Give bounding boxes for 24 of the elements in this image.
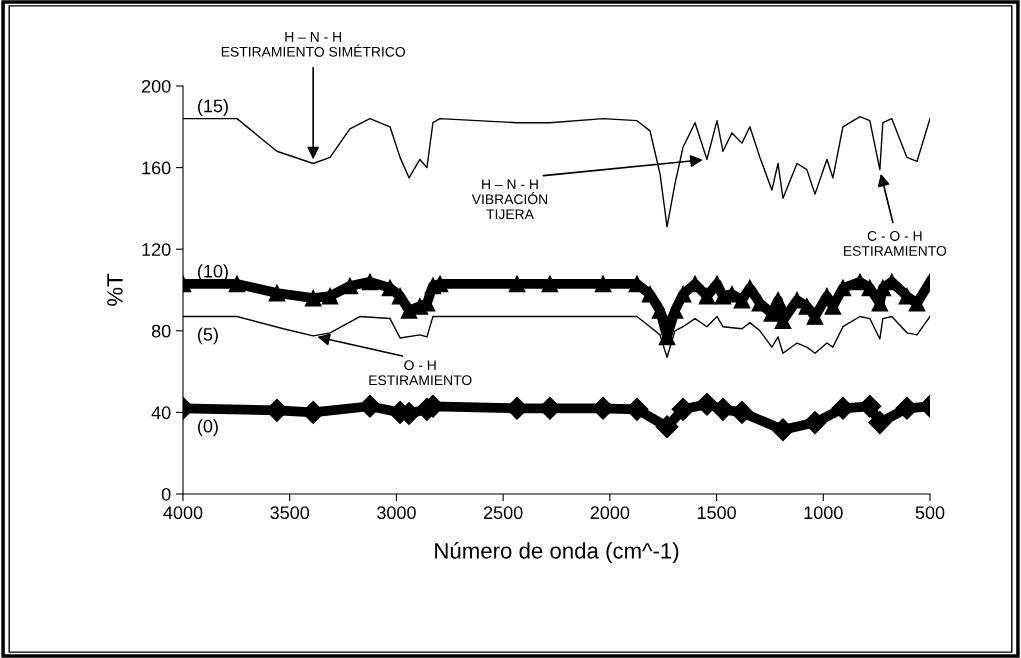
annotation: H – N - H VIBRACIÓN TIJERA — [471, 179, 548, 220]
y-tick-label: 80 — [151, 324, 171, 338]
y-axis-title: %T — [107, 273, 123, 306]
x-tick-label: 2500 — [483, 506, 523, 520]
y-tick-label: 160 — [142, 161, 171, 175]
x-axis-title: Número de onda (cm^-1) — [435, 542, 679, 564]
y-tick-label: 40 — [151, 406, 171, 420]
y-tick-label: 0 — [161, 487, 171, 501]
x-tick-label: 2000 — [590, 506, 630, 520]
annotation: H – N - H ESTIRAMIENTO SIMÉTRICO — [221, 32, 405, 57]
x-tick-label: 1500 — [697, 506, 736, 520]
x-tick-label: 500 — [915, 506, 945, 520]
series-label: (5) — [198, 327, 218, 345]
annotation: O - H ESTIRAMIENTO — [369, 360, 472, 386]
x-tick-label: 3500 — [270, 506, 310, 520]
y-tick-label: 120 — [142, 243, 171, 256]
series-label: (10) — [198, 264, 228, 282]
y-tick-label: 200 — [141, 79, 171, 93]
x-tick-label: 1000 — [804, 506, 843, 520]
series-label: (0) — [198, 419, 218, 437]
x-tick-label: 4000 — [163, 506, 203, 520]
series-label: (15) — [198, 99, 228, 116]
x-tick-label: 3000 — [377, 506, 416, 520]
annotation: C - O - H ESTIRAMIENTO — [844, 231, 947, 256]
